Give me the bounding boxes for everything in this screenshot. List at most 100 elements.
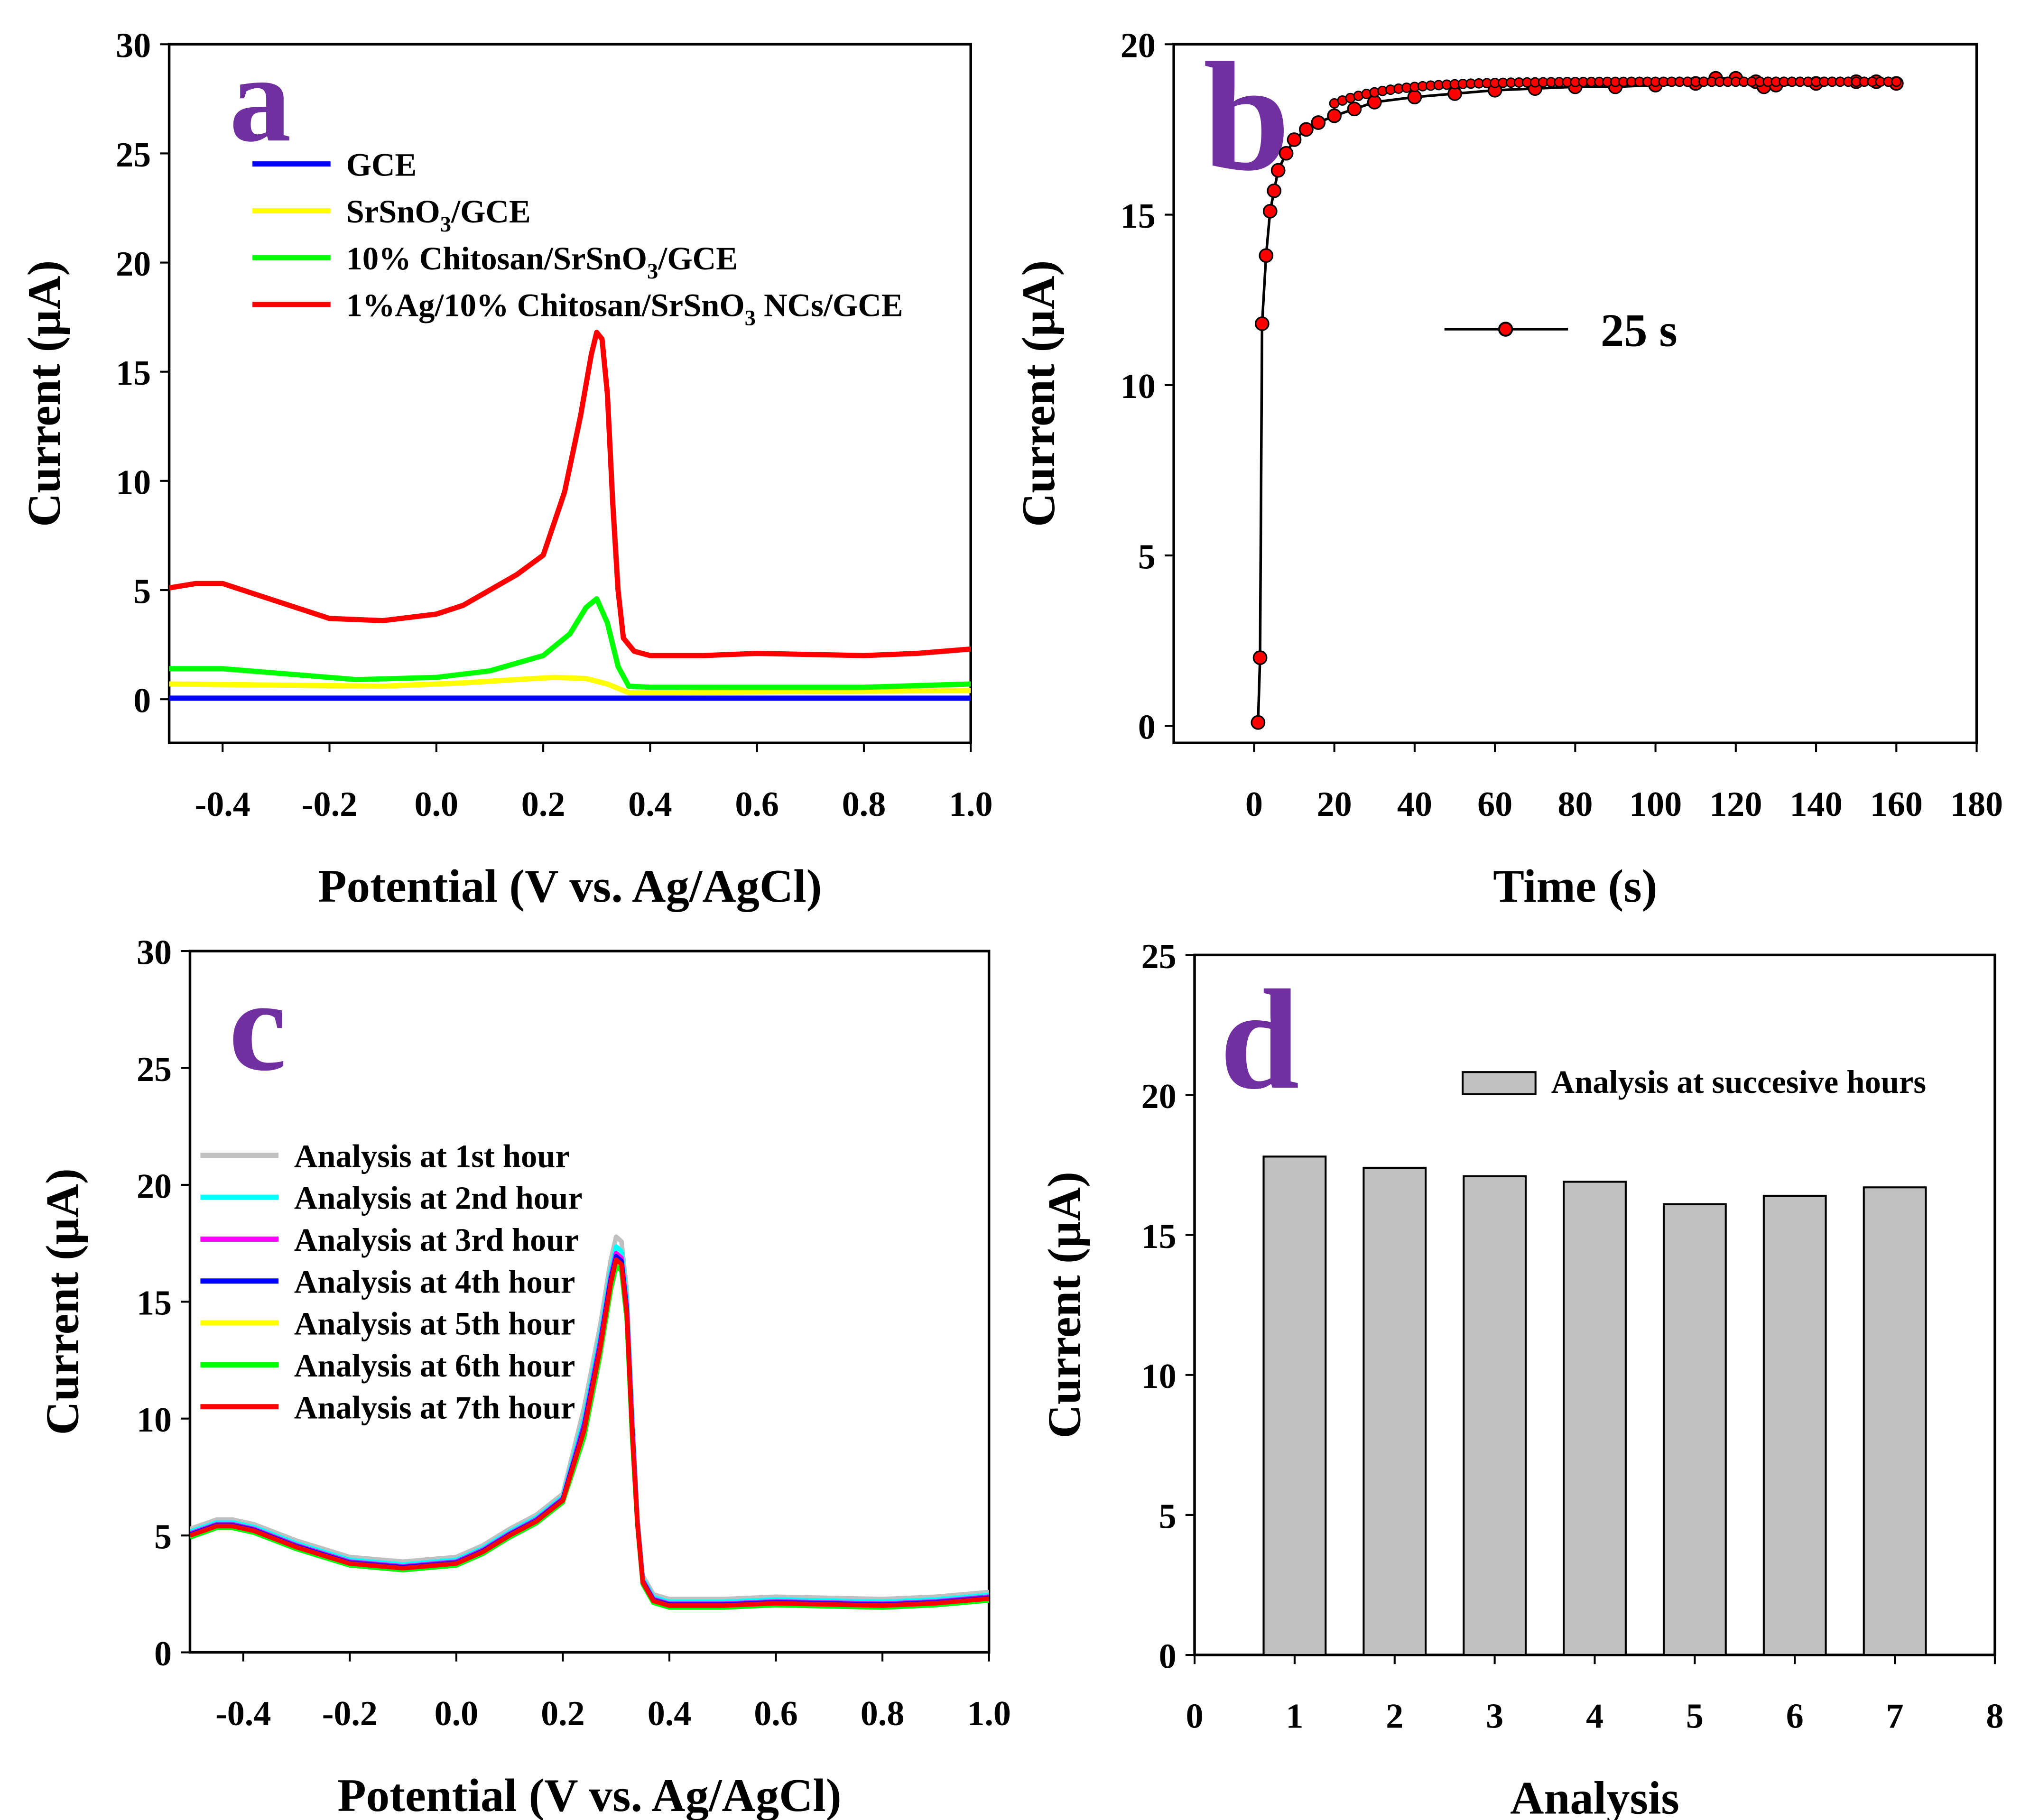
- x-tick-label: 20: [1317, 785, 1352, 824]
- x-tick-label: 0: [1186, 1697, 1204, 1736]
- legend-label-main: GCE: [346, 147, 417, 183]
- y-axis-label: Current (µA): [1013, 260, 1065, 527]
- x-tick-label: 1: [1286, 1697, 1303, 1736]
- y-axis-label: Current (µA): [1039, 1172, 1091, 1438]
- data-point: [1270, 163, 1286, 178]
- y-tick-label: 0: [1159, 1637, 1177, 1676]
- x-tick-label: 0.2: [521, 785, 565, 824]
- x-tick-label: 100: [1629, 785, 1682, 824]
- y-tick-label: 30: [137, 933, 172, 972]
- y-tick-label: 30: [116, 27, 151, 65]
- data-point: [1262, 203, 1278, 219]
- y-axis-label: Current (µA): [19, 260, 70, 527]
- y-tick-label: 20: [1121, 27, 1156, 65]
- x-tick-label: 0.0: [415, 785, 459, 824]
- y-tick-label: 15: [137, 1284, 172, 1323]
- x-tick-label: 0.0: [435, 1694, 479, 1733]
- y-tick-label: 0: [1138, 708, 1156, 747]
- data-point: [1299, 122, 1314, 137]
- data-point: [1259, 248, 1274, 263]
- x-tick-label: 8: [1986, 1697, 2003, 1736]
- series-line-2: [169, 674, 971, 695]
- legend-label-main: SrSnO: [346, 194, 440, 230]
- data-point: [1287, 132, 1302, 147]
- series-line-7: [190, 1257, 989, 1608]
- legend-label: 1%Ag/10% Chitosan/SrSnO3 NCs/GCE: [346, 287, 903, 331]
- x-tick-label: 0.2: [541, 1694, 585, 1733]
- legend-label-main: 10% Chitosan/SrSnO: [346, 240, 647, 277]
- legend-label-subscript: 3: [745, 306, 756, 331]
- y-tick-label: 5: [1159, 1497, 1177, 1536]
- series-line-4: [169, 330, 971, 658]
- x-tick-label: 2: [1386, 1697, 1403, 1736]
- y-tick-label: 10: [1141, 1357, 1177, 1396]
- legend-label: GCE: [346, 147, 417, 183]
- x-tick-label: 140: [1790, 785, 1843, 824]
- x-axis-label: Potential (V vs. Ag/AgCl): [337, 1770, 841, 1820]
- data-point: [1267, 183, 1282, 198]
- x-axis-label: Time (s): [1493, 860, 1657, 912]
- legend-swatch: [1462, 1071, 1537, 1095]
- y-tick-label: 25: [116, 136, 151, 175]
- legend-label: 25 s: [1601, 305, 1678, 357]
- y-tick-label: 20: [1141, 1077, 1177, 1116]
- panel-b: 0 20 40 60 80 100 120 140 160 180 0 5 10 15 20 Time (s)…: [1013, 27, 2003, 912]
- x-tick-label: -0.4: [195, 785, 250, 824]
- x-tick-label: 0.8: [842, 785, 886, 824]
- y-tick-label: 15: [1121, 197, 1156, 236]
- y-tick-label: 25: [137, 1050, 172, 1089]
- x-tick-label: 4: [1586, 1697, 1604, 1736]
- x-tick-label: 40: [1397, 785, 1432, 824]
- legend-label: Analysis at 5th hour: [294, 1306, 575, 1342]
- data-point: [1311, 115, 1326, 130]
- bar: [1863, 1186, 1927, 1656]
- y-tick-label: 10: [137, 1401, 172, 1440]
- panel-letter: a: [229, 31, 291, 167]
- legend-label-subscript: 3: [440, 212, 451, 237]
- legend-swatch-marker: [1498, 322, 1513, 337]
- x-tick-label: 120: [1709, 785, 1762, 824]
- legend-label-main: 1%Ag/10% Chitosan/SrSnO: [346, 287, 745, 323]
- x-tick-label: 0.8: [861, 1694, 905, 1733]
- legend-label: Analysis at 4th hour: [294, 1264, 575, 1300]
- panel-letter: d: [1220, 961, 1299, 1119]
- data-point: [1327, 108, 1342, 123]
- x-tick-label: 1.0: [967, 1694, 1011, 1733]
- legend-label: Analysis at 6th hour: [294, 1348, 575, 1384]
- y-tick-label: 0: [154, 1635, 172, 1673]
- y-axis-label: Current (µA): [37, 1168, 89, 1435]
- y-tick-label: 10: [1121, 367, 1156, 406]
- x-tick-label: 160: [1870, 785, 1923, 824]
- legend-label: Analysis at succesive hours: [1551, 1064, 1926, 1100]
- data-point: [1279, 146, 1294, 161]
- x-axis-label: Potential (V vs. Ag/AgCl): [318, 860, 822, 912]
- bar: [1363, 1166, 1427, 1656]
- x-axis-label: Analysis: [1510, 1773, 1679, 1820]
- x-tick-label: 3: [1486, 1697, 1503, 1736]
- legend-label: Analysis at 7th hour: [294, 1389, 575, 1425]
- series-line-3: [169, 596, 971, 690]
- data-point: [1254, 316, 1270, 331]
- x-tick-label: 0.4: [628, 785, 672, 824]
- panel-d: 0 1 2 3 4 5 6 7 8 0 5 10 15 20 25 Analysis Current (µA) d…: [1039, 937, 2004, 1820]
- legend-label: 10% Chitosan/SrSnO3/GCE: [346, 240, 738, 284]
- data-point: [1891, 76, 1902, 87]
- data-point: [1407, 90, 1422, 104]
- legend-label-tail: /GCE: [451, 194, 531, 230]
- bar: [1262, 1155, 1327, 1656]
- x-tick-label: 60: [1477, 785, 1512, 824]
- legend-label: Analysis at 1st hour: [294, 1138, 570, 1174]
- x-tick-label: 5: [1686, 1697, 1704, 1736]
- x-tick-label: 0.6: [735, 785, 779, 824]
- x-tick-label: 180: [1950, 785, 2003, 824]
- y-tick-label: 20: [116, 245, 151, 284]
- plot-frame: [1172, 43, 1978, 744]
- legend-label-tail: /GCE: [658, 240, 738, 277]
- x-tick-label: -0.2: [322, 1694, 378, 1733]
- data-point: [1251, 715, 1266, 730]
- x-tick-label: 0: [1245, 785, 1263, 824]
- x-tick-label: -0.4: [215, 1694, 271, 1733]
- x-tick-label: -0.2: [302, 785, 357, 824]
- panel-letter: c: [229, 954, 287, 1098]
